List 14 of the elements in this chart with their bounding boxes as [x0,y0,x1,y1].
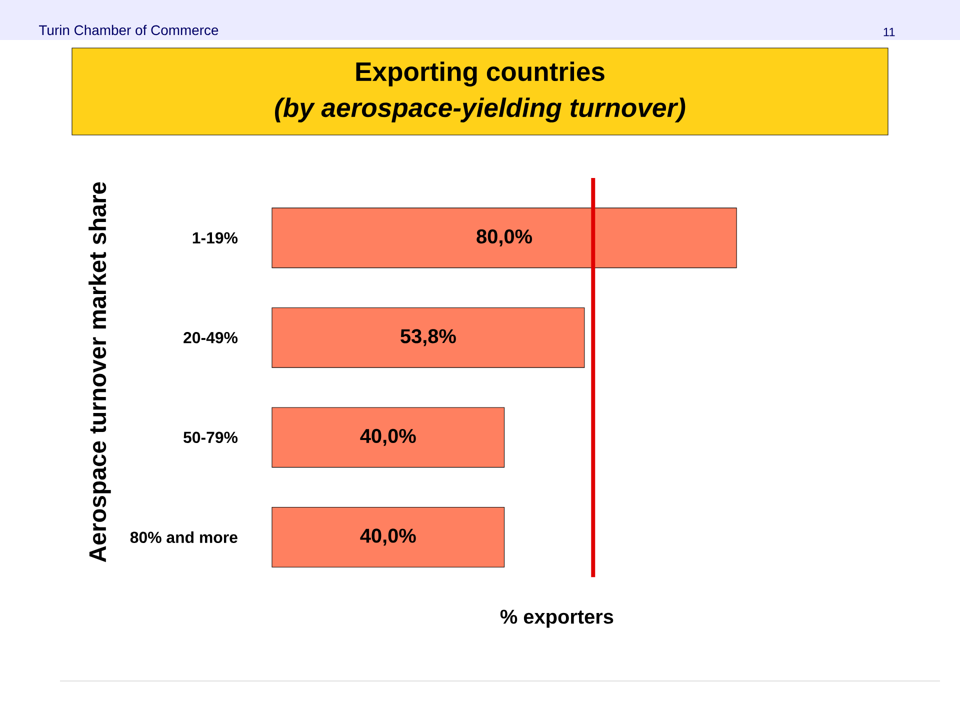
text: Turin Chamber of Commerce [39,24,218,36]
x-axis-title: % exporters [500,610,614,628]
data-label: 80,0% [476,229,532,246]
chart-subtitle: (by aerospace-yielding turnover) [275,98,686,122]
text: 11 [884,28,895,36]
y-tick-label: 50-79% [184,432,238,444]
data-label: 40,0% [360,528,416,546]
y-tick-label: 1-19% [192,232,238,244]
chart-title: Exporting countries [356,62,604,86]
data-label: 40,0% [360,428,416,446]
y-tick-label: 20-49% [184,332,238,344]
y-axis-title: Aerospace turnover market share [88,182,111,562]
y-tick-label: 80% and more [130,531,238,544]
data-label: 53,8% [400,329,456,346]
